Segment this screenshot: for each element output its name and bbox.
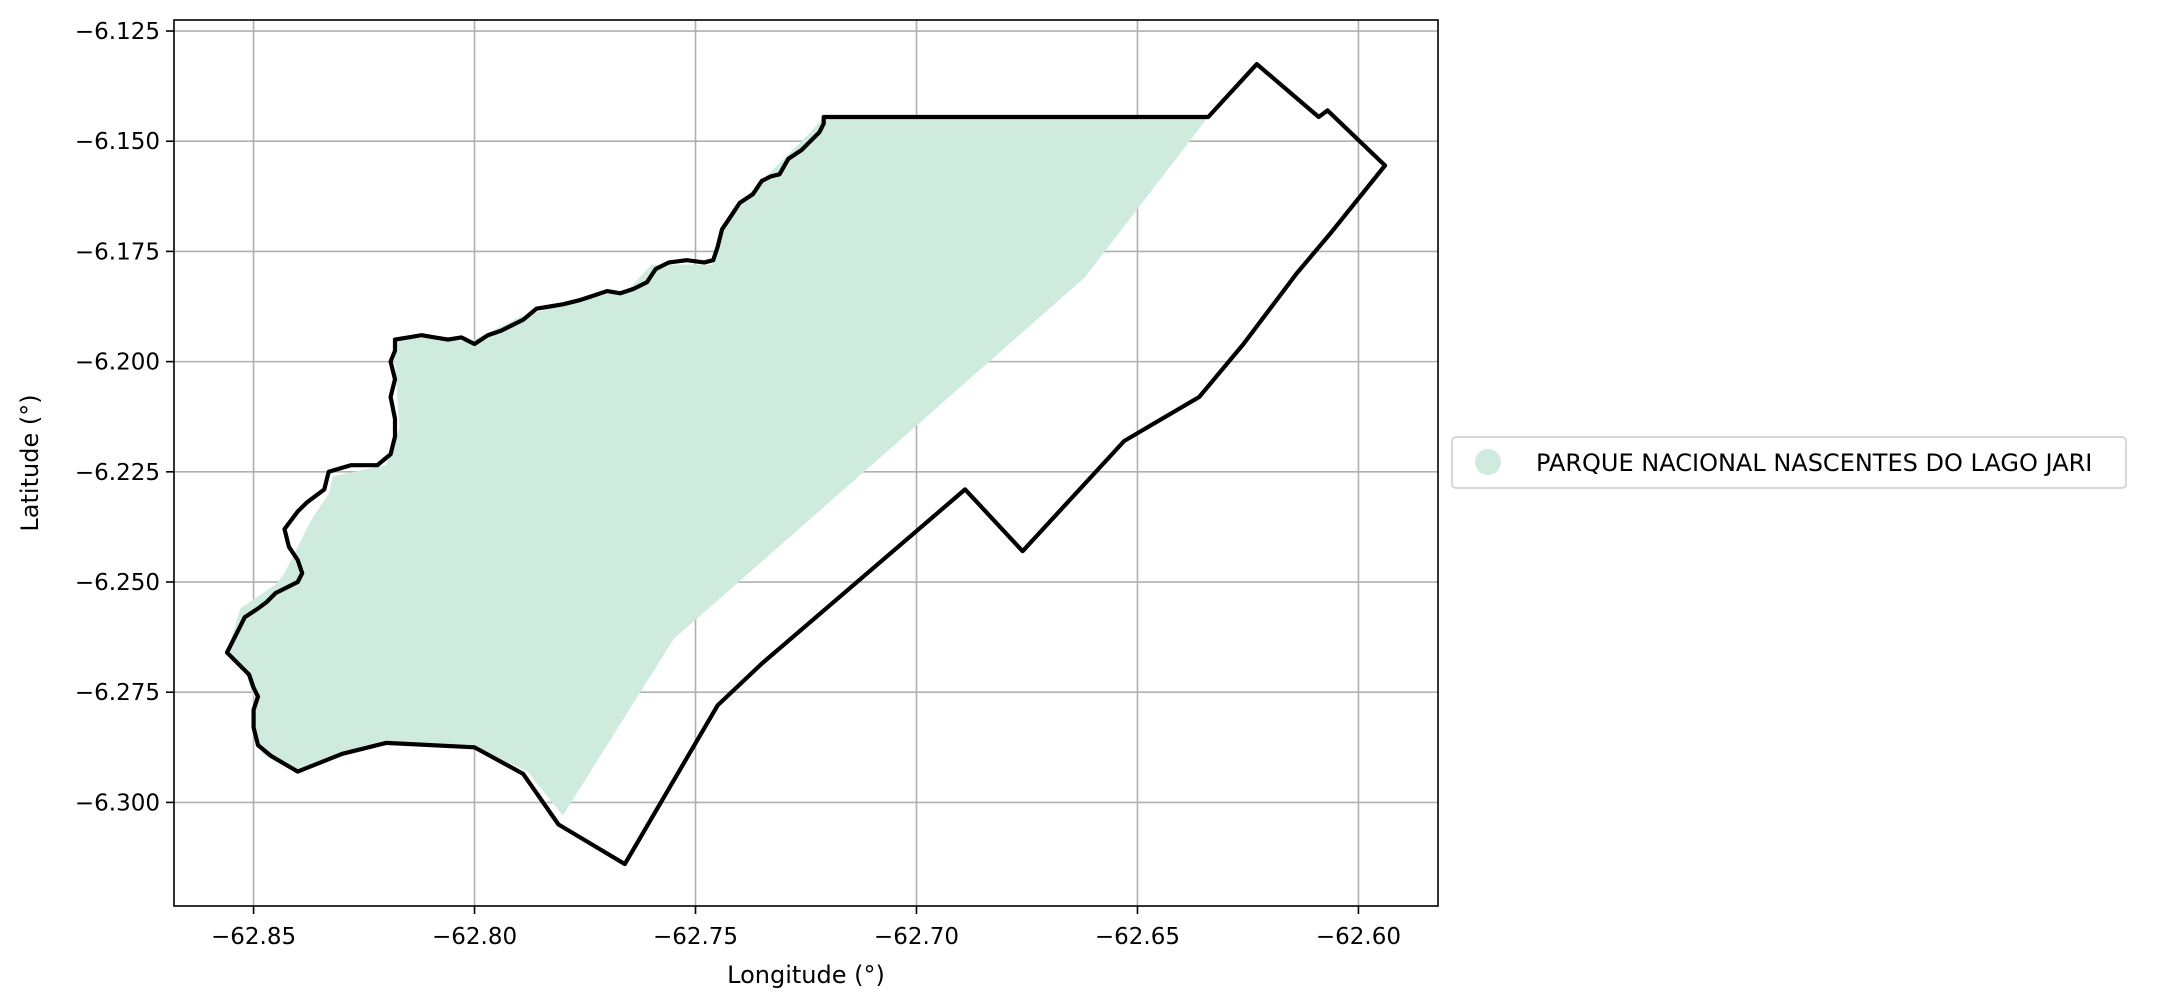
y-tick-label: −6.300 [75, 790, 160, 816]
legend-label: PARQUE NACIONAL NASCENTES DO LAGO JARI [1536, 449, 2092, 477]
x-tick-label: −62.70 [874, 924, 959, 950]
x-tick-label: −62.75 [653, 924, 738, 950]
y-tick-label: −6.175 [75, 239, 160, 265]
y-tick-label: −6.150 [75, 129, 160, 155]
y-axis-ticks: −6.125 −6.150 −6.175 −6.200 −6.225 −6.250 −6.2… [75, 19, 174, 816]
x-tick-label: −62.85 [211, 924, 296, 950]
legend: PARQUE NACIONAL NASCENTES DO LAGO JARI [1451, 436, 2127, 489]
x-axis-label: Longitude (°) [727, 961, 885, 989]
park-boundary [224, 61, 1388, 867]
plot-frame [173, 19, 1439, 907]
park-area-fill [227, 117, 1209, 816]
park-boundary-line [224, 61, 1388, 867]
y-tick-label: −6.250 [75, 570, 160, 596]
legend-frame [1451, 436, 2127, 489]
y-axis-label: Latitude (°) [16, 394, 44, 531]
legend-marker [1475, 449, 1501, 475]
y-tick-label: −6.275 [75, 680, 160, 706]
x-axis-ticks: −62.85 −62.80 −62.75 −62.70 −62.65 −62.60 [211, 906, 1401, 950]
x-tick-label: −62.80 [432, 924, 517, 950]
x-tick-label: −62.60 [1316, 924, 1401, 950]
x-tick-label: −62.65 [1095, 924, 1180, 950]
park-area [227, 117, 1209, 816]
y-tick-label: −6.200 [75, 350, 160, 376]
y-tick-label: −6.125 [75, 19, 160, 45]
y-tick-label: −6.225 [75, 460, 160, 486]
